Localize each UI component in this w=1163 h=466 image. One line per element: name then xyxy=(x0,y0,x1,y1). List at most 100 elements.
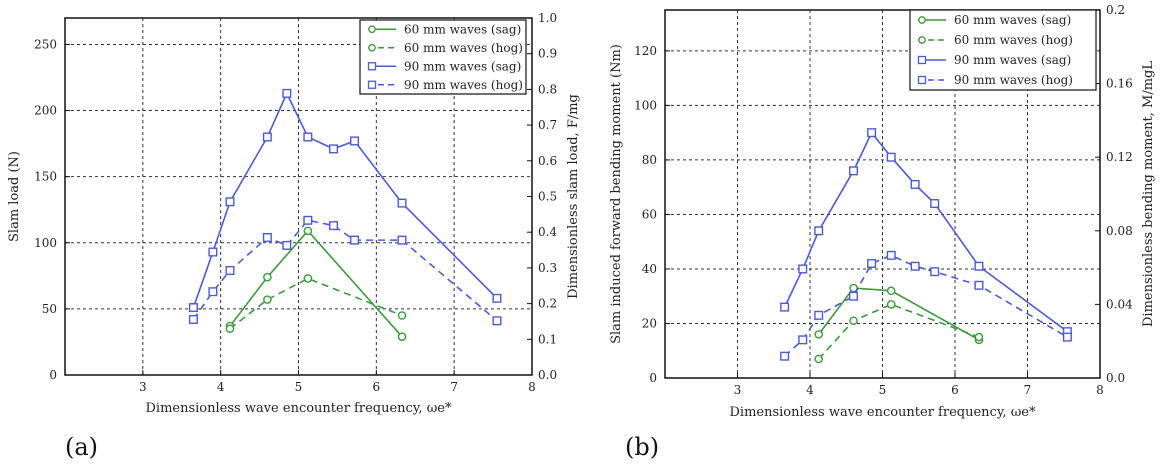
x-tick-label: 3 xyxy=(734,383,742,397)
data-point xyxy=(1062,332,1072,342)
data-point xyxy=(208,287,218,297)
y2-tick-label: 0.12 xyxy=(1106,150,1133,164)
y-tick-label: 100 xyxy=(634,98,657,112)
series-line xyxy=(229,277,403,330)
legend-marker xyxy=(918,36,926,44)
data-point xyxy=(910,261,920,271)
data-point xyxy=(814,310,824,320)
y2-tick-label: 0.0 xyxy=(1106,371,1125,385)
data-point xyxy=(303,132,313,142)
y2-tick-label: 0.4 xyxy=(538,225,557,239)
x-tick-label: 6 xyxy=(951,383,959,397)
data-point xyxy=(974,261,984,271)
data-point xyxy=(397,311,407,320)
data-point xyxy=(397,198,407,208)
x-tick-label: 5 xyxy=(295,380,303,394)
y-tick-label: 80 xyxy=(642,153,657,167)
data-point xyxy=(974,280,984,290)
series-line xyxy=(818,287,980,341)
x-tick-label: 6 xyxy=(373,380,381,394)
series-line xyxy=(192,219,498,322)
y2-tick-label: 0.9 xyxy=(538,47,557,61)
y-tick-label: 100 xyxy=(34,236,57,250)
legend-marker xyxy=(917,75,927,85)
y2-tick-label: 0.2 xyxy=(1106,3,1125,17)
x-tick-label: 4 xyxy=(217,380,225,394)
legend-marker xyxy=(367,62,377,71)
legend-marker xyxy=(918,16,926,24)
x-tick-label: 5 xyxy=(879,383,887,397)
y-tick-label: 0 xyxy=(649,371,657,385)
chart-a: 3 4 5 6 7 8 0 50 100 150 200 250 0.0 0.1 0.2 0.3 0.4 0.5 0… xyxy=(7,11,581,461)
x-tick-label: 8 xyxy=(1096,383,1104,397)
legend-marker xyxy=(368,25,376,34)
data-point xyxy=(867,128,877,138)
series-line xyxy=(192,91,498,308)
data-point xyxy=(814,354,824,364)
data-point xyxy=(867,259,877,269)
data-point xyxy=(329,144,339,154)
y2-tick-label: 0.1 xyxy=(538,332,557,346)
y2-tick-label: 0.3 xyxy=(538,261,557,275)
series-line xyxy=(229,229,403,338)
data-point xyxy=(492,293,502,303)
legend-label: 90 mm waves (hog) xyxy=(404,78,523,92)
y-tick-label: 250 xyxy=(34,37,57,51)
series-line xyxy=(783,131,1068,333)
data-point xyxy=(849,166,859,176)
y2-tick-label: 0.16 xyxy=(1106,77,1133,91)
data-point xyxy=(188,314,198,324)
y-tick-label: 20 xyxy=(642,316,657,330)
data-point xyxy=(263,295,272,304)
y2-tick-label: 0.8 xyxy=(538,82,557,96)
x-tick-label: 4 xyxy=(806,383,814,397)
data-point xyxy=(798,264,808,274)
data-point xyxy=(814,330,824,339)
data-point xyxy=(225,197,235,207)
y2-tick-label: 0.5 xyxy=(538,190,557,204)
data-point xyxy=(886,286,896,296)
data-point xyxy=(208,247,218,257)
y2-tick-label: 0.6 xyxy=(538,154,557,168)
data-point xyxy=(350,235,360,245)
data-point xyxy=(188,303,198,313)
x-axis-label: Dimensionless wave encounter frequency, … xyxy=(146,401,452,416)
data-point xyxy=(397,332,407,341)
y-tick-label: 50 xyxy=(42,302,57,316)
data-point xyxy=(930,199,940,209)
data-point xyxy=(849,291,859,301)
legend-label: 60 mm waves (sag) xyxy=(404,22,521,36)
data-point xyxy=(262,132,272,142)
y2-axis-label: Dimensionless bending moment, M/mgL xyxy=(1141,61,1156,327)
data-point xyxy=(303,226,313,236)
data-point xyxy=(886,152,896,162)
data-point xyxy=(303,274,313,283)
data-point xyxy=(798,335,808,345)
y-tick-label: 150 xyxy=(34,170,57,184)
data-point xyxy=(282,240,292,250)
legend-label: 60 mm waves (hog) xyxy=(954,33,1073,47)
data-point xyxy=(849,316,858,326)
data-point xyxy=(814,226,824,236)
data-point xyxy=(225,324,235,334)
data-point xyxy=(849,283,858,293)
data-point xyxy=(263,272,272,282)
x-axis-label: Dimensionless wave encounter frequency, … xyxy=(730,405,1036,420)
y2-tick-label: 0.7 xyxy=(538,118,557,132)
y-axis-label: Slam induced forward bending moment (Nm) xyxy=(609,44,624,344)
y-tick-label: 60 xyxy=(642,207,657,221)
data-point xyxy=(910,179,920,189)
y-tick-label: 120 xyxy=(634,44,657,58)
legend-label: 60 mm waves (hog) xyxy=(404,41,523,55)
data-point xyxy=(780,302,790,312)
legend-label: 90 mm waves (sag) xyxy=(404,59,521,73)
data-point xyxy=(350,136,360,146)
y2-axis-label: Dimensionless slam load, F/mg xyxy=(566,94,581,299)
data-point xyxy=(492,316,502,326)
data-point xyxy=(780,351,790,361)
data-point xyxy=(303,215,313,225)
legend-box xyxy=(359,19,527,95)
data-point xyxy=(262,232,272,242)
data-point xyxy=(397,235,407,245)
data-point xyxy=(225,266,235,276)
